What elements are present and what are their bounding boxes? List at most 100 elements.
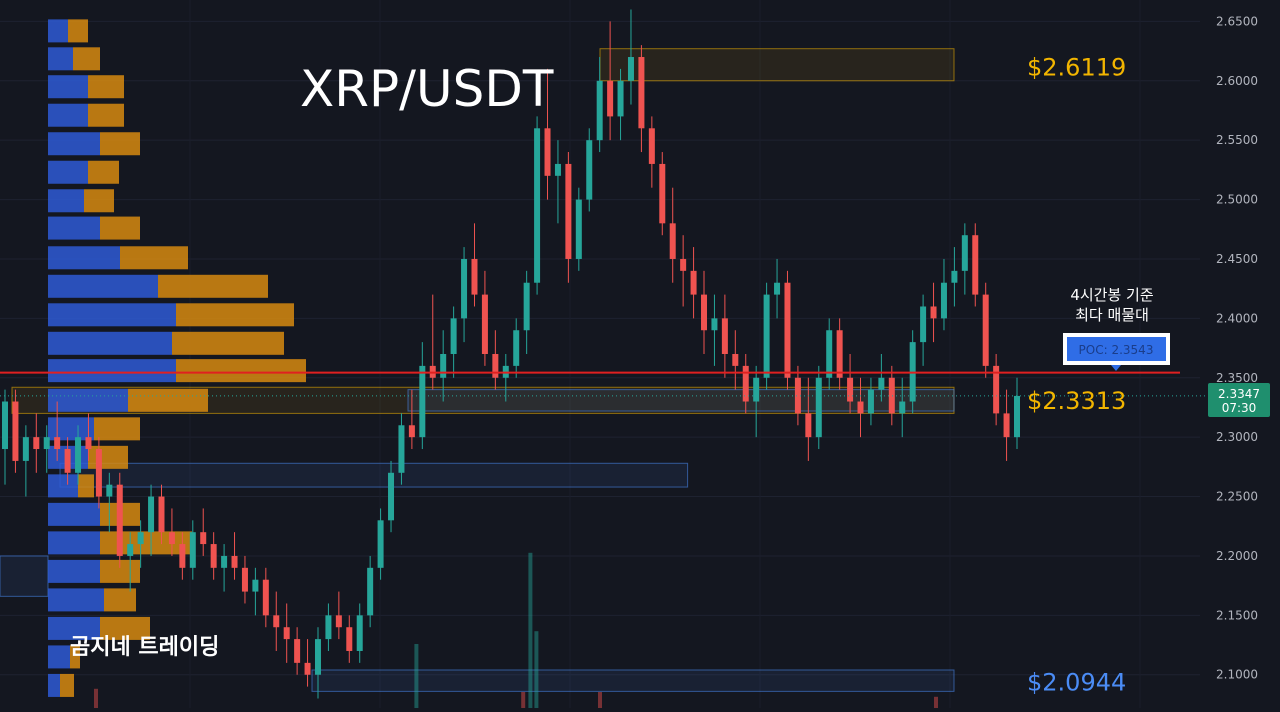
candle bbox=[930, 282, 937, 343]
candle-body bbox=[826, 330, 833, 378]
candle-body bbox=[596, 80, 603, 141]
candle-body bbox=[648, 128, 655, 164]
candle bbox=[33, 413, 40, 473]
candle bbox=[794, 365, 801, 426]
candle-body bbox=[273, 615, 280, 628]
y-tick-label: 2.3000 bbox=[1216, 430, 1258, 444]
candle bbox=[85, 413, 92, 461]
candle bbox=[22, 425, 29, 497]
candle bbox=[43, 425, 50, 473]
candle bbox=[867, 377, 874, 426]
zone-bottom-zone bbox=[311, 669, 955, 692]
current-price-value: 2.3347 bbox=[1218, 387, 1260, 401]
volume-bar bbox=[598, 692, 602, 708]
candle bbox=[325, 603, 332, 651]
profile-sell-bar bbox=[100, 216, 140, 240]
profile-sell-bar bbox=[128, 388, 208, 412]
candle-body bbox=[64, 449, 71, 473]
candle bbox=[805, 377, 812, 461]
candle-body bbox=[231, 555, 238, 568]
candle-body bbox=[2, 401, 8, 450]
candle bbox=[2, 389, 8, 485]
candle bbox=[471, 223, 478, 307]
candle bbox=[648, 116, 655, 188]
candle-body bbox=[75, 437, 82, 473]
candle-body bbox=[210, 544, 217, 568]
candle-body bbox=[12, 401, 19, 461]
candle-body bbox=[335, 615, 342, 628]
y-tick-label: 2.3500 bbox=[1216, 371, 1258, 385]
candle-body bbox=[314, 639, 321, 675]
profile-sell-bar bbox=[100, 531, 192, 555]
candle-body bbox=[815, 377, 822, 438]
profile-buy-bar bbox=[48, 502, 100, 526]
candle bbox=[116, 472, 123, 568]
candle bbox=[753, 365, 760, 438]
candle-body bbox=[899, 401, 906, 414]
candle bbox=[596, 57, 603, 153]
candle-body bbox=[367, 567, 374, 616]
profile-sell-bar bbox=[94, 417, 140, 441]
candle bbox=[241, 555, 248, 604]
candle-body bbox=[867, 389, 874, 414]
candle bbox=[836, 318, 843, 390]
candle bbox=[565, 152, 572, 283]
candle-body bbox=[701, 294, 708, 331]
current-price-tag[interactable] bbox=[1208, 383, 1270, 417]
candles[interactable] bbox=[2, 9, 1020, 699]
level-label-resistance: $2.6119 bbox=[1027, 54, 1126, 82]
y-tick-label: 2.1500 bbox=[1216, 608, 1258, 622]
profile-sell-bar bbox=[88, 75, 124, 99]
candle bbox=[982, 282, 989, 378]
profile-sell-bar bbox=[172, 331, 284, 355]
poc-badge bbox=[1067, 337, 1166, 361]
profile-sell-bar bbox=[78, 474, 94, 498]
candle-body bbox=[294, 639, 301, 663]
candle bbox=[12, 389, 19, 473]
candle-body bbox=[1014, 395, 1020, 438]
candle-body bbox=[137, 532, 144, 545]
candle-body bbox=[304, 662, 311, 675]
candle bbox=[857, 377, 864, 438]
candle-body bbox=[680, 258, 687, 271]
candle bbox=[993, 354, 1000, 426]
candle bbox=[534, 116, 541, 295]
candle bbox=[815, 365, 822, 450]
price-axis[interactable]: 2.6500 2.6000 2.5500 2.5000 2.4500 2.4000 2.35… bbox=[1216, 14, 1258, 681]
candle-body bbox=[794, 377, 801, 414]
candle-body bbox=[283, 627, 290, 640]
candle bbox=[888, 365, 895, 426]
candle bbox=[847, 354, 854, 414]
candle bbox=[398, 413, 405, 485]
candle bbox=[450, 306, 457, 378]
volume-bar bbox=[94, 688, 98, 708]
profile-sell-bar bbox=[176, 359, 306, 383]
candle-body bbox=[669, 223, 676, 259]
profile-buy-bar bbox=[48, 359, 176, 383]
candle bbox=[659, 152, 666, 236]
candle-body bbox=[262, 579, 269, 616]
candle bbox=[899, 377, 906, 438]
candle bbox=[961, 223, 968, 295]
profile-buy-bar bbox=[48, 616, 100, 640]
y-tick-label: 2.5500 bbox=[1216, 133, 1258, 147]
candle bbox=[148, 484, 155, 556]
candle bbox=[304, 639, 311, 687]
zone-top-zone bbox=[599, 48, 955, 82]
candle-body bbox=[575, 199, 582, 259]
candle bbox=[784, 270, 791, 390]
profile-sell-bar bbox=[104, 588, 136, 612]
candle-body bbox=[544, 128, 551, 176]
candle bbox=[481, 270, 488, 366]
profile-buy-bar bbox=[48, 47, 73, 71]
candle-body bbox=[930, 306, 937, 319]
candle bbox=[701, 270, 708, 354]
profile-sell-bar bbox=[88, 445, 128, 469]
candle-body bbox=[346, 627, 353, 651]
poc-badge-label: POC: 2.3543 bbox=[1079, 343, 1154, 357]
candle-body bbox=[388, 472, 395, 521]
candle bbox=[878, 354, 885, 402]
candle bbox=[231, 532, 238, 580]
